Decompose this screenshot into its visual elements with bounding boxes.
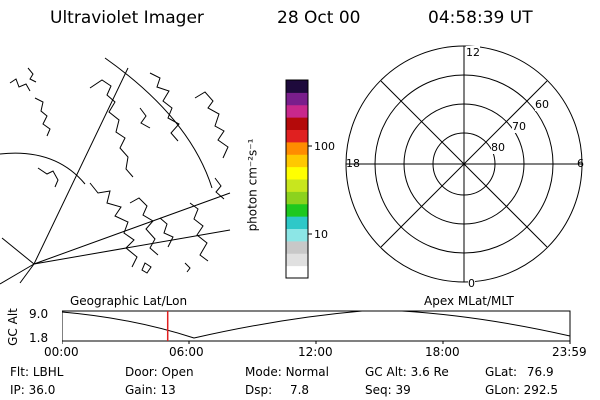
color-bar-cell bbox=[286, 80, 308, 93]
gc-alt-status: GC Alt: 3.6 Re bbox=[365, 365, 449, 379]
glon-value: 292.5 bbox=[523, 383, 558, 397]
coastline bbox=[34, 97, 59, 188]
coastline bbox=[194, 91, 229, 159]
gc-alt-value: 3.6 Re bbox=[410, 365, 449, 379]
color-bar-cell bbox=[286, 92, 308, 106]
color-bar-unit: photon cm⁻²s⁻¹ bbox=[245, 138, 260, 232]
latitude-circle bbox=[104, 57, 213, 189]
color-bar-cell bbox=[286, 216, 308, 230]
coastline bbox=[9, 67, 37, 92]
geographic-map bbox=[0, 57, 231, 285]
door-status: Door: Open bbox=[125, 365, 194, 379]
dsp-status: Dsp: 7.8 bbox=[245, 383, 309, 397]
lat-label-80: 80 bbox=[491, 141, 505, 154]
ip-status: IP: 36.0 bbox=[10, 383, 55, 397]
seq-label: Seq: bbox=[365, 383, 392, 397]
x-tick-label: 18:00 bbox=[425, 345, 460, 359]
glon-label: GLon: bbox=[485, 383, 520, 397]
door-label: Door: bbox=[125, 365, 158, 379]
coastline bbox=[129, 197, 174, 256]
mlt-label-12: 12 bbox=[466, 46, 480, 59]
geographic-label: Geographic Lat/Lon bbox=[70, 294, 188, 308]
meridian-line bbox=[33, 192, 231, 265]
mlt-label-18: 18 bbox=[346, 157, 360, 170]
polar-plot bbox=[345, 45, 583, 283]
x-tick-label: 06:00 bbox=[169, 345, 204, 359]
mode-status: Mode: Normal bbox=[245, 365, 329, 379]
color-bar-tick-label: 10 bbox=[314, 228, 328, 241]
glat-value: 76.9 bbox=[526, 365, 554, 379]
color-bar-cell bbox=[286, 154, 308, 168]
x-tick-label: 23:59 bbox=[552, 345, 587, 359]
color-bar-cell bbox=[286, 253, 308, 267]
color-bar-cell bbox=[286, 228, 308, 242]
glat-status: GLat: 76.9 bbox=[485, 365, 554, 379]
color-bar-cell bbox=[286, 191, 308, 205]
color-bar-cell bbox=[286, 141, 308, 155]
color-bar-cell bbox=[286, 265, 308, 279]
meridian-line bbox=[1, 237, 35, 265]
coastline bbox=[89, 182, 138, 268]
x-tick-label: 12:00 bbox=[298, 345, 333, 359]
altitude-curve bbox=[62, 310, 571, 339]
coastline bbox=[89, 79, 134, 178]
altitude-plot bbox=[62, 310, 571, 344]
gain-status: Gain: 13 bbox=[125, 383, 176, 397]
dsp-value: 7.8 bbox=[289, 383, 310, 397]
seq-value: 39 bbox=[395, 383, 411, 397]
altitude-tick-max: 9.0 bbox=[29, 307, 49, 321]
ip-value: 36.0 bbox=[28, 383, 56, 397]
gain-value: 13 bbox=[160, 383, 176, 397]
filter-status: Flt: LBHL bbox=[10, 365, 63, 379]
lat-label-70: 70 bbox=[512, 120, 526, 133]
meridian-line bbox=[33, 67, 129, 265]
filter-label: Flt: bbox=[10, 365, 29, 379]
mlt-label-6: 6 bbox=[577, 157, 584, 170]
glat-label: GLat: bbox=[485, 365, 518, 379]
lat-label-60: 60 bbox=[535, 98, 549, 111]
coastline bbox=[141, 262, 191, 274]
instrument-title: Ultraviolet Imager bbox=[50, 8, 204, 28]
date-label: 28 Oct 00 bbox=[277, 8, 361, 28]
coastline bbox=[139, 72, 180, 142]
color-bar-frame bbox=[285, 79, 309, 279]
time-label: 04:58:39 UT bbox=[428, 8, 533, 28]
seq-status: Seq: 39 bbox=[365, 383, 411, 397]
glon-status: GLon: 292.5 bbox=[485, 383, 558, 397]
door-value: Open bbox=[161, 365, 194, 379]
color-bar-cell bbox=[286, 129, 308, 143]
altitude-axis-label: GC Alt bbox=[5, 308, 20, 346]
gain-label: Gain: bbox=[125, 383, 157, 397]
gc-alt-label: GC Alt: bbox=[365, 365, 407, 379]
mode-value: Normal bbox=[285, 365, 329, 379]
meridian-line bbox=[0, 263, 35, 285]
dsp-label: Dsp: bbox=[245, 383, 273, 397]
color-bar-cell bbox=[286, 240, 308, 254]
meridian-line bbox=[33, 229, 231, 265]
mode-label: Mode: bbox=[245, 365, 282, 379]
polar-diagonal bbox=[380, 80, 548, 248]
ip-label: IP: bbox=[10, 383, 25, 397]
x-tick-label: 00:00 bbox=[44, 345, 79, 359]
color-bar-cell bbox=[286, 203, 308, 217]
altitude-plot-frame bbox=[62, 310, 571, 342]
filter-value: LBHL bbox=[32, 365, 64, 379]
color-bar-cell bbox=[286, 166, 308, 180]
color-bar-tick-label: 100 bbox=[314, 140, 335, 153]
color-bar-cell bbox=[286, 117, 308, 131]
altitude-tick-min: 1.8 bbox=[29, 331, 49, 345]
apex-label: Apex MLat/MLT bbox=[424, 294, 514, 308]
color-bar-cell bbox=[286, 179, 308, 192]
mlt-label-0: 0 bbox=[468, 277, 475, 290]
color-bar bbox=[285, 79, 312, 279]
latitude-circle bbox=[0, 152, 86, 185]
color-bar-cell bbox=[286, 104, 308, 118]
meridian-line bbox=[19, 263, 35, 284]
coastline bbox=[189, 177, 225, 262]
